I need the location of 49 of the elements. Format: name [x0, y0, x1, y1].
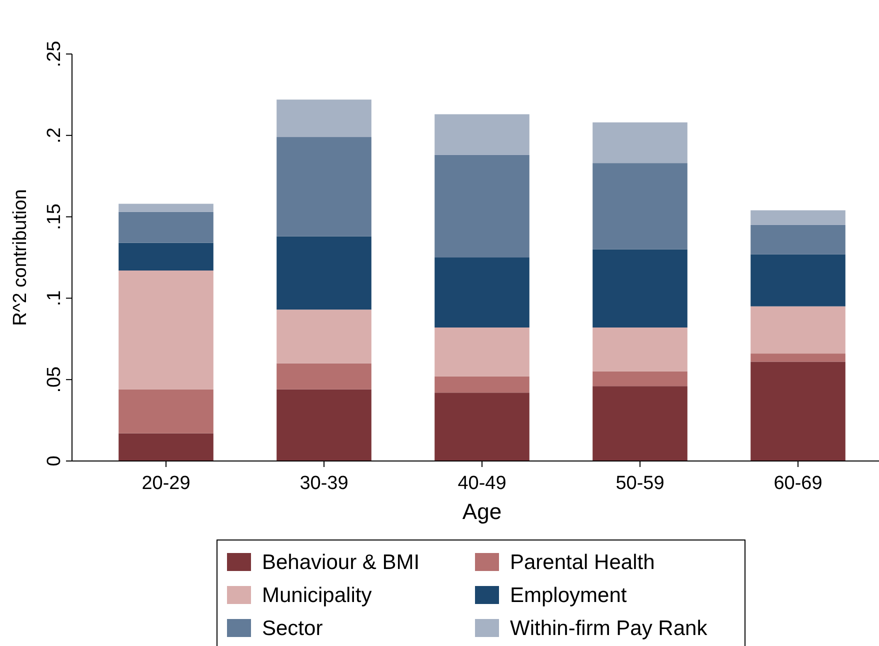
x-tick-label: 40-49	[458, 473, 506, 494]
bar	[750, 254, 846, 306]
y-tick-label: .2	[44, 127, 65, 144]
bar	[592, 328, 688, 372]
bar	[434, 258, 530, 328]
bar	[592, 371, 688, 386]
x-tick-label: 50-59	[616, 473, 664, 494]
bar	[276, 100, 372, 138]
bar	[434, 376, 530, 393]
legend-label: Parental Health	[510, 551, 655, 574]
y-axis-title: R^2 contribution	[10, 189, 31, 326]
y-tick-label: 0	[44, 456, 65, 466]
y-tick-label: .05	[44, 366, 65, 393]
x-tick-label: 60-69	[774, 473, 822, 494]
bar	[118, 204, 214, 212]
bar	[434, 392, 530, 461]
bar	[592, 122, 688, 164]
bar	[592, 249, 688, 328]
legend-label: Within-firm Pay Rank	[510, 617, 708, 640]
bar	[276, 137, 372, 236]
bar	[750, 362, 846, 461]
bar	[118, 389, 214, 434]
bar	[276, 389, 372, 461]
x-axis-title: Age	[462, 499, 502, 524]
bar	[276, 236, 372, 310]
legend-label: Behaviour & BMI	[262, 551, 420, 574]
y-tick-label: .15	[44, 204, 65, 230]
bar	[750, 354, 846, 362]
bar	[118, 242, 214, 271]
y-tick-label: .25	[44, 40, 65, 68]
bar	[276, 310, 372, 364]
x-tick-label: 20-29	[142, 473, 190, 494]
legend-label: Municipality	[262, 584, 372, 607]
bar	[592, 386, 688, 461]
legend-label: Employment	[510, 584, 627, 607]
bar	[750, 224, 846, 254]
bar	[750, 210, 846, 225]
x-tick-label: 30-39	[300, 473, 348, 494]
bar	[750, 306, 846, 354]
bar	[434, 154, 530, 258]
bar	[118, 212, 214, 243]
y-tick-label: .1	[44, 290, 65, 306]
bar	[118, 433, 214, 461]
legend-label: Sector	[262, 617, 323, 640]
bar	[118, 270, 214, 390]
bar	[592, 163, 688, 250]
bar	[434, 114, 530, 155]
bar	[434, 328, 530, 376]
bar	[276, 363, 372, 390]
